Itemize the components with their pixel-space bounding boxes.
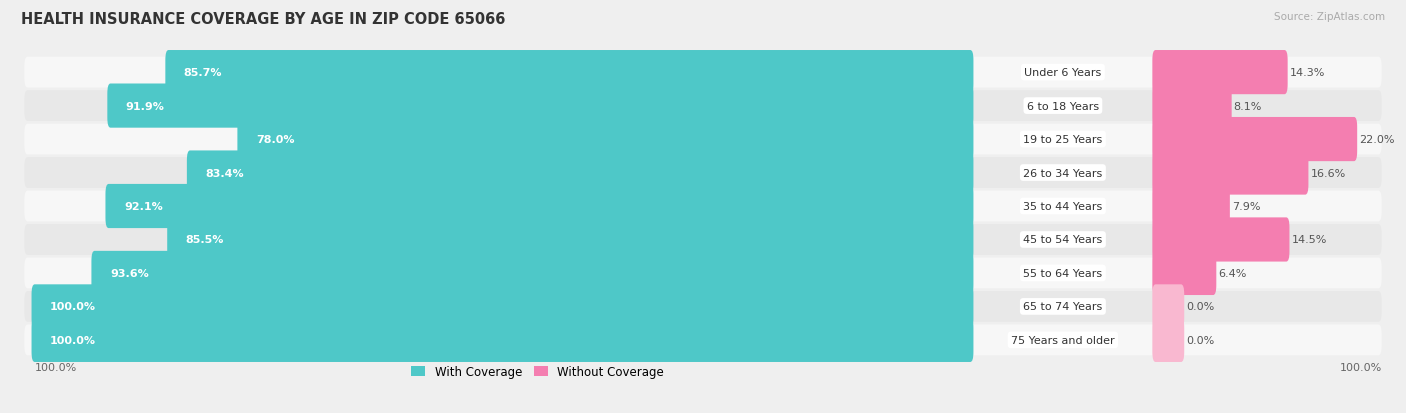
FancyBboxPatch shape	[187, 151, 973, 195]
Text: 8.1%: 8.1%	[1233, 101, 1263, 112]
Text: 16.6%: 16.6%	[1310, 168, 1346, 178]
Text: 83.4%: 83.4%	[205, 168, 245, 178]
Text: Under 6 Years: Under 6 Years	[1024, 68, 1101, 78]
FancyBboxPatch shape	[1153, 185, 1230, 228]
FancyBboxPatch shape	[167, 218, 973, 262]
FancyBboxPatch shape	[1153, 285, 1184, 329]
Text: 0.0%: 0.0%	[1187, 335, 1215, 345]
Text: 7.9%: 7.9%	[1232, 202, 1260, 211]
Text: 91.9%: 91.9%	[127, 101, 165, 112]
Text: 55 to 64 Years: 55 to 64 Years	[1024, 268, 1102, 278]
Text: 19 to 25 Years: 19 to 25 Years	[1024, 135, 1102, 145]
Text: Source: ZipAtlas.com: Source: ZipAtlas.com	[1274, 12, 1385, 22]
FancyBboxPatch shape	[24, 91, 1382, 122]
FancyBboxPatch shape	[31, 285, 973, 329]
FancyBboxPatch shape	[107, 84, 973, 128]
FancyBboxPatch shape	[238, 118, 973, 162]
Text: 14.5%: 14.5%	[1292, 235, 1327, 245]
FancyBboxPatch shape	[24, 291, 1382, 322]
FancyBboxPatch shape	[24, 325, 1382, 356]
FancyBboxPatch shape	[166, 51, 973, 95]
FancyBboxPatch shape	[24, 258, 1382, 289]
Text: 22.0%: 22.0%	[1360, 135, 1395, 145]
Text: 100.0%: 100.0%	[51, 335, 96, 345]
FancyBboxPatch shape	[24, 191, 1382, 222]
Text: 6 to 18 Years: 6 to 18 Years	[1026, 101, 1099, 112]
Text: 35 to 44 Years: 35 to 44 Years	[1024, 202, 1102, 211]
Text: 100.0%: 100.0%	[51, 301, 96, 312]
Text: 6.4%: 6.4%	[1219, 268, 1247, 278]
Text: 100.0%: 100.0%	[35, 362, 77, 372]
FancyBboxPatch shape	[24, 225, 1382, 255]
FancyBboxPatch shape	[31, 318, 973, 362]
FancyBboxPatch shape	[91, 251, 973, 295]
Text: 14.3%: 14.3%	[1289, 68, 1324, 78]
FancyBboxPatch shape	[1153, 151, 1309, 195]
FancyBboxPatch shape	[1153, 251, 1216, 295]
Text: 65 to 74 Years: 65 to 74 Years	[1024, 301, 1102, 312]
Text: 75 Years and older: 75 Years and older	[1011, 335, 1115, 345]
Legend: With Coverage, Without Coverage: With Coverage, Without Coverage	[406, 360, 669, 383]
FancyBboxPatch shape	[24, 158, 1382, 188]
Text: 26 to 34 Years: 26 to 34 Years	[1024, 168, 1102, 178]
Text: 85.7%: 85.7%	[184, 68, 222, 78]
Text: 100.0%: 100.0%	[1340, 362, 1382, 372]
FancyBboxPatch shape	[1153, 218, 1289, 262]
Text: HEALTH INSURANCE COVERAGE BY AGE IN ZIP CODE 65066: HEALTH INSURANCE COVERAGE BY AGE IN ZIP …	[21, 12, 506, 27]
FancyBboxPatch shape	[105, 185, 973, 228]
Text: 85.5%: 85.5%	[186, 235, 224, 245]
FancyBboxPatch shape	[1153, 84, 1232, 128]
Text: 0.0%: 0.0%	[1187, 301, 1215, 312]
Text: 45 to 54 Years: 45 to 54 Years	[1024, 235, 1102, 245]
FancyBboxPatch shape	[24, 57, 1382, 88]
Text: 92.1%: 92.1%	[124, 202, 163, 211]
FancyBboxPatch shape	[1153, 118, 1357, 162]
Text: 78.0%: 78.0%	[256, 135, 294, 145]
FancyBboxPatch shape	[1153, 318, 1184, 362]
FancyBboxPatch shape	[1153, 51, 1288, 95]
FancyBboxPatch shape	[24, 124, 1382, 155]
Text: 93.6%: 93.6%	[110, 268, 149, 278]
